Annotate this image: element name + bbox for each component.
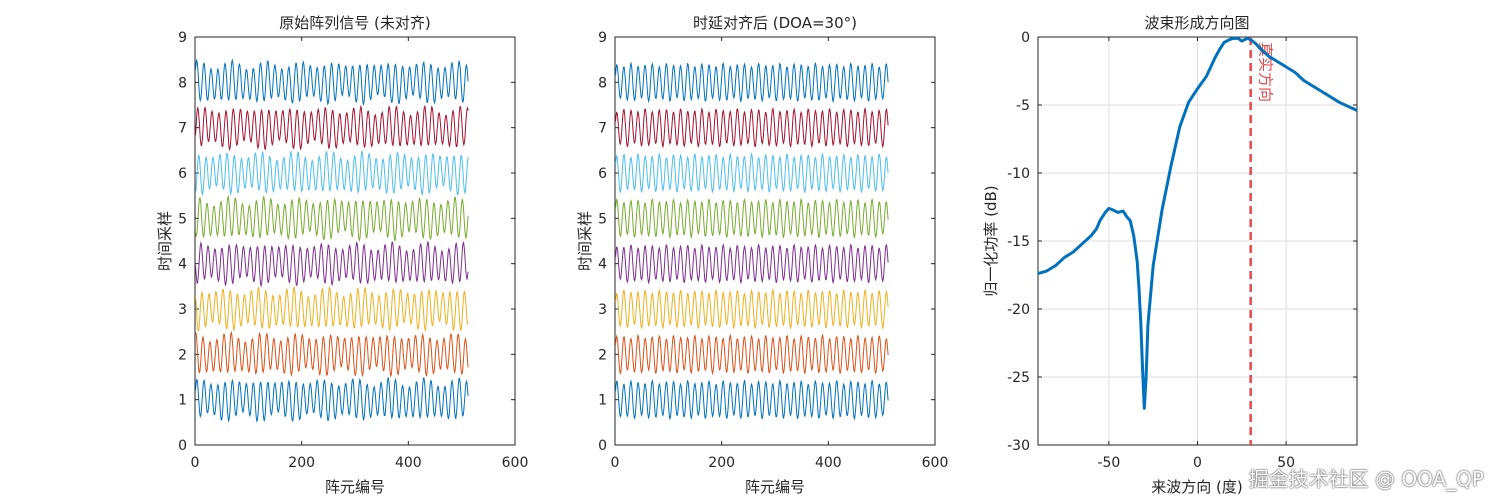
x-tick-label: 600 [922, 455, 949, 471]
y-tick-label: 5 [598, 211, 607, 227]
signal-trace-4 [615, 243, 889, 285]
panel-beam-xlabel: 来波方向 (度) [1151, 478, 1242, 496]
x-tick-label: 0 [1193, 455, 1202, 471]
panel-beam-pattern: 波束形成方向图 来波方向 (度) 归一化功率 (dB) -50 0 50 0 -5 -10… [982, 14, 1358, 496]
y-tick-label: 8 [178, 75, 187, 91]
x-tick-label: 50 [1277, 455, 1295, 471]
signal-trace-8 [615, 61, 889, 104]
panel-raw-signals: 原始阵列信号 (未对齐) 阵元编号 时间采样 0 200 400 600 0 1 2 3 4 5 6… [156, 14, 528, 496]
panel-aligned-title: 时延对齐后 (DOA=30°) [693, 14, 857, 32]
beam-pattern-line [1037, 36, 1358, 410]
panel-raw-title: 原始阵列信号 (未对齐) [279, 14, 430, 32]
y-tick-label: 0 [178, 438, 187, 454]
panel-beam-title: 波束形成方向图 [1144, 14, 1249, 32]
panel-aligned-ylabel: 时间采样 [576, 211, 594, 271]
y-tick-label: 3 [178, 302, 187, 318]
y-tick-label: 6 [178, 166, 187, 182]
y-tick-label: 7 [178, 121, 187, 137]
panel-raw-ylabel: 时间采样 [156, 211, 174, 271]
y-tick-label: 6 [598, 166, 607, 182]
y-tick-label: 4 [598, 257, 607, 273]
signal-trace-2 [195, 330, 469, 378]
x-tick-label: 200 [288, 455, 315, 471]
y-tick-label: 8 [598, 75, 607, 91]
x-tick-label: 400 [815, 455, 842, 471]
y-tick-label: 0 [1021, 30, 1030, 46]
x-tick-label: 0 [611, 455, 620, 471]
signal-trace-5 [195, 194, 469, 243]
signal-trace-4 [195, 240, 469, 288]
x-tick-label: 600 [502, 455, 529, 471]
y-tick-label: 4 [178, 257, 187, 273]
signal-trace-1 [615, 378, 889, 421]
x-tick-label: 0 [191, 455, 200, 471]
y-tick-label: -5 [1016, 98, 1030, 114]
y-tick-label: 9 [598, 30, 607, 46]
panel-raw-xlabel: 阵元编号 [325, 478, 385, 496]
axes-box [194, 36, 516, 446]
y-tick-label: 9 [178, 30, 187, 46]
x-tick-label: 200 [708, 455, 735, 471]
true-direction-label: 真实方向 [1257, 42, 1275, 102]
signal-trace-8 [195, 58, 469, 107]
x-tick-label: 400 [395, 455, 422, 471]
signal-trace-6 [195, 149, 469, 197]
y-tick-label: 5 [178, 211, 187, 227]
axes-box [614, 36, 936, 446]
y-tick-label: 0 [598, 438, 607, 454]
y-tick-label: 2 [178, 347, 187, 363]
signal-trace-7 [615, 106, 889, 149]
y-tick-label: 7 [598, 121, 607, 137]
panel-aligned-xlabel: 阵元编号 [745, 478, 805, 496]
signal-trace-3 [615, 288, 889, 330]
signal-trace-5 [615, 197, 889, 240]
signal-trace-3 [195, 285, 469, 333]
y-tick-label: 1 [178, 393, 187, 409]
signal-trace-2 [615, 333, 889, 376]
y-tick-label: -20 [1007, 302, 1030, 318]
y-tick-label: 1 [598, 393, 607, 409]
y-tick-label: -25 [1007, 370, 1030, 386]
panel-aligned-signals: 时延对齐后 (DOA=30°) 阵元编号 时间采样 0 200 400 600 0 1 2 3… [576, 14, 948, 496]
y-tick-label: -15 [1007, 234, 1030, 250]
y-tick-label: 2 [598, 347, 607, 363]
y-tick-label: -30 [1007, 438, 1030, 454]
y-tick-label: 3 [598, 302, 607, 318]
signal-trace-6 [615, 152, 889, 194]
y-tick-label: -10 [1007, 166, 1030, 182]
panel-beam-ylabel: 归一化功率 (dB) [982, 185, 1000, 296]
x-tick-label: -50 [1097, 455, 1120, 471]
signal-trace-7 [195, 104, 469, 152]
signal-trace-1 [195, 376, 469, 423]
watermark: 掘金技术社区 @ OOA_QP [1248, 467, 1484, 491]
